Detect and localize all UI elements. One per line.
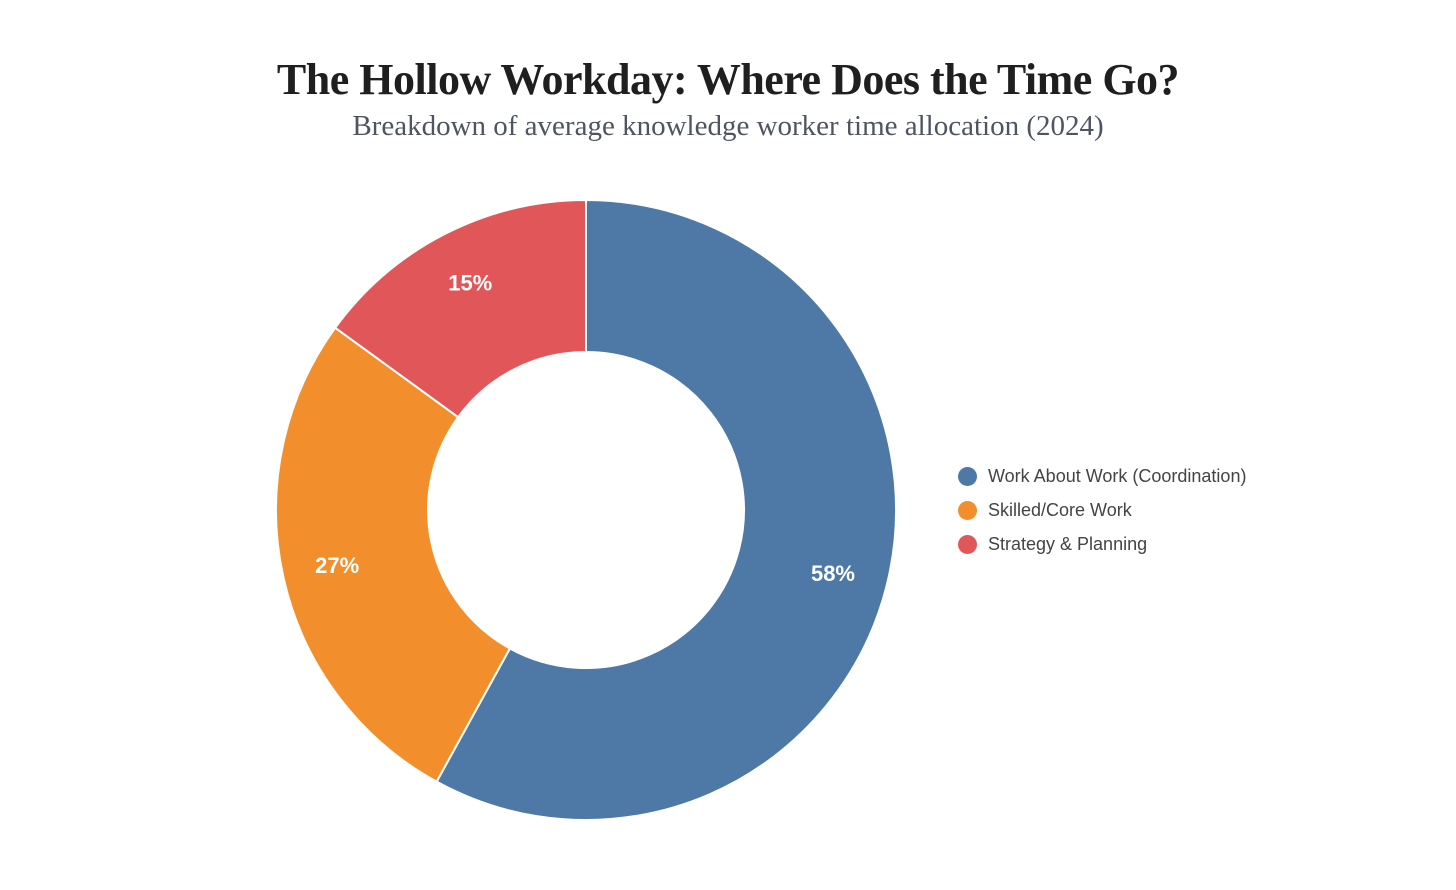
legend-item-skilled-core-work: Skilled/Core Work: [958, 493, 1246, 527]
legend-item-work-about-work: Work About Work (Coordination): [958, 459, 1246, 493]
slice-value-label: 58%: [811, 561, 855, 586]
legend-label: Skilled/Core Work: [988, 499, 1132, 520]
legend-label: Work About Work (Coordination): [988, 465, 1247, 486]
legend-item-strategy-planning: Strategy & Planning: [958, 527, 1246, 561]
legend-label: Strategy & Planning: [988, 533, 1148, 554]
slice-value-label: 27%: [315, 553, 359, 578]
donut-segment-2: [334, 199, 587, 419]
chart-title: The Hollow Workday: Where Does the Time …: [276, 55, 1180, 104]
legend: Work About Work (Coordination) Skilled/C…: [958, 459, 1246, 561]
donut-segment-1: [275, 326, 511, 783]
legend-swatch-orange-icon: [958, 500, 977, 520]
legend-swatch-blue-icon: [958, 466, 977, 486]
donut-segment-0: [435, 199, 897, 821]
legend-swatch-red-icon: [958, 534, 977, 554]
slice-value-label: 15%: [448, 270, 492, 295]
chart-subtitle: Breakdown of average knowledge worker ti…: [352, 110, 1104, 142]
donut-chart: 58% 27% 15%: [275, 199, 897, 821]
